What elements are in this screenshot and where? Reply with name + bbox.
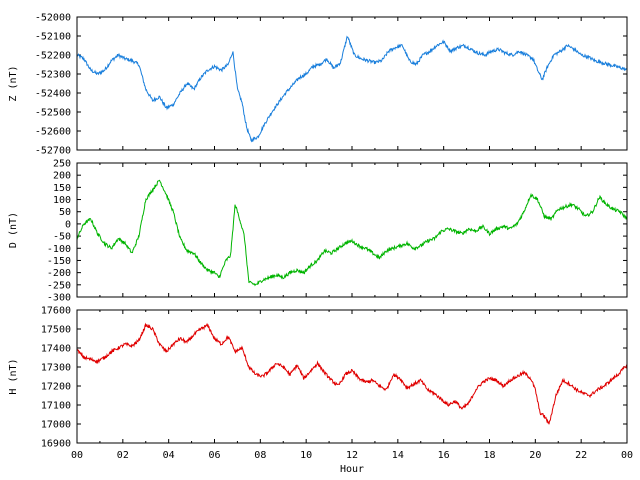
y-tick-label: -100: [47, 244, 71, 255]
x-tick-label: 04: [163, 450, 175, 461]
y-tick-label: 16900: [41, 439, 71, 450]
x-tick-label: 00: [71, 450, 83, 461]
y-tick-label: -52700: [35, 146, 71, 157]
y-tick-label: 17000: [41, 420, 71, 431]
y-tick-label: 17400: [41, 344, 71, 355]
x-tick-label: 20: [529, 450, 541, 461]
y-tick-label: -52500: [35, 108, 71, 119]
y-tick-label: -52600: [35, 127, 71, 138]
y-axis-title: Z (nT): [8, 65, 19, 101]
x-tick-label: 14: [392, 450, 404, 461]
y-tick-label: -150: [47, 256, 71, 267]
y-tick-label: -52300: [35, 70, 71, 81]
y-tick-label: -250: [47, 280, 71, 291]
y-tick-label: -52200: [35, 51, 71, 62]
series-line-z: [76, 35, 628, 143]
x-axis-title: Hour: [340, 464, 364, 475]
x-tick-label: 10: [300, 450, 312, 461]
y-tick-label: 17200: [41, 382, 71, 393]
x-tick-label: 12: [346, 450, 358, 461]
y-tick-label: -52000: [35, 13, 71, 24]
x-tick-label: 06: [208, 450, 220, 461]
y-tick-label: 0: [65, 219, 71, 230]
x-tick-label: 18: [483, 450, 495, 461]
plot-frame: [76, 16, 628, 151]
series-line-h: [76, 322, 628, 425]
y-tick-label: -52100: [35, 32, 71, 43]
y-axis-title: D (nT): [8, 212, 19, 248]
y-tick-label: 100: [53, 195, 71, 206]
y-tick-label: 17300: [41, 363, 71, 374]
x-tick-label: 16: [438, 450, 450, 461]
plot-frame: [76, 309, 628, 444]
plot-frame: [76, 162, 628, 298]
y-tick-label: -200: [47, 268, 71, 279]
y-tick-label: 17500: [41, 325, 71, 336]
x-tick-label: 08: [254, 450, 266, 461]
x-tick-label: 22: [575, 450, 587, 461]
y-tick-label: -300: [47, 293, 71, 304]
y-axis-title: H (nT): [8, 358, 19, 394]
y-tick-label: 17100: [41, 401, 71, 412]
y-tick-label: 17600: [41, 306, 71, 317]
series-line-d: [76, 179, 628, 287]
y-tick-label: -52400: [35, 89, 71, 100]
y-tick-label: -50: [53, 232, 71, 243]
y-tick-label: 250: [53, 159, 71, 170]
y-tick-label: 200: [53, 171, 71, 182]
x-tick-label: 02: [117, 450, 129, 461]
y-tick-label: 50: [59, 207, 71, 218]
y-tick-label: 150: [53, 183, 71, 194]
x-tick-label: 00: [621, 450, 633, 461]
